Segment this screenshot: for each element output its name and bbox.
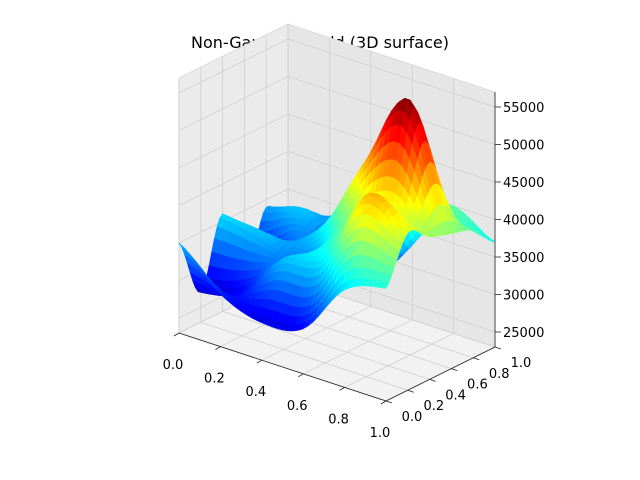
floor-gridline-y: [200, 321, 408, 391]
x-tick: [256, 359, 263, 364]
back-gridline-z: [287, 76, 496, 145]
surface-mesh: [178, 98, 496, 332]
y-tick: [407, 389, 414, 393]
y-tick: [429, 379, 436, 382]
back-gridline-z: [287, 38, 496, 108]
x-tick: [297, 373, 304, 378]
x-tick: [339, 387, 345, 391]
y-tick-label: 0.2: [423, 399, 444, 414]
z-tick-label: 30000: [503, 289, 544, 304]
surface-facet: [380, 281, 390, 289]
x-axis-line: [178, 332, 387, 402]
x-tick: [215, 346, 221, 350]
floor-gridline-x: [303, 319, 413, 375]
y-tick-label: 1.0: [511, 356, 532, 371]
left-gridline-z: [178, 113, 289, 169]
y-tick-label: 0.6: [467, 378, 488, 393]
left-gridline-z: [178, 76, 289, 131]
z-tick-label: 40000: [503, 214, 544, 229]
tick-labels: 0.00.20.40.60.81.00.00.20.40.60.81.02500…: [163, 101, 545, 441]
y-tick: [494, 346, 502, 350]
axes-lines: [173, 92, 502, 405]
y-axis-line: [385, 346, 496, 402]
z-tick-label: 25000: [503, 326, 544, 341]
y-tick: [385, 400, 393, 404]
left-gridline-z: [178, 151, 289, 206]
x-tick: [173, 332, 180, 337]
x-tick-label: 0.6: [287, 399, 308, 414]
z-tick-label: 55000: [503, 101, 544, 116]
axes-gridlines: [178, 24, 496, 402]
x-tick-label: 1.0: [370, 426, 391, 441]
y-tick-label: 0.8: [489, 367, 510, 382]
floor-gridline-x: [344, 333, 454, 388]
y-tick: [473, 357, 480, 361]
y-tick: [451, 368, 458, 371]
z-tick-label: 45000: [503, 176, 544, 191]
x-tick-label: 0.4: [245, 385, 266, 400]
left-gridline-z: [178, 38, 289, 94]
y-tick-label: 0.0: [402, 410, 423, 425]
floor-gridline-y: [222, 311, 430, 380]
x-tick-label: 0.8: [328, 412, 349, 427]
x-tick-label: 0.0: [163, 358, 184, 373]
z-tick-label: 50000: [503, 139, 544, 154]
left-gridline-z: [178, 188, 289, 244]
y-tick-label: 0.4: [445, 388, 466, 403]
x-tick: [380, 400, 387, 405]
z-tick-label: 35000: [503, 251, 544, 266]
x-tick-label: 0.2: [204, 372, 225, 387]
floor-gridline-x: [261, 305, 371, 361]
